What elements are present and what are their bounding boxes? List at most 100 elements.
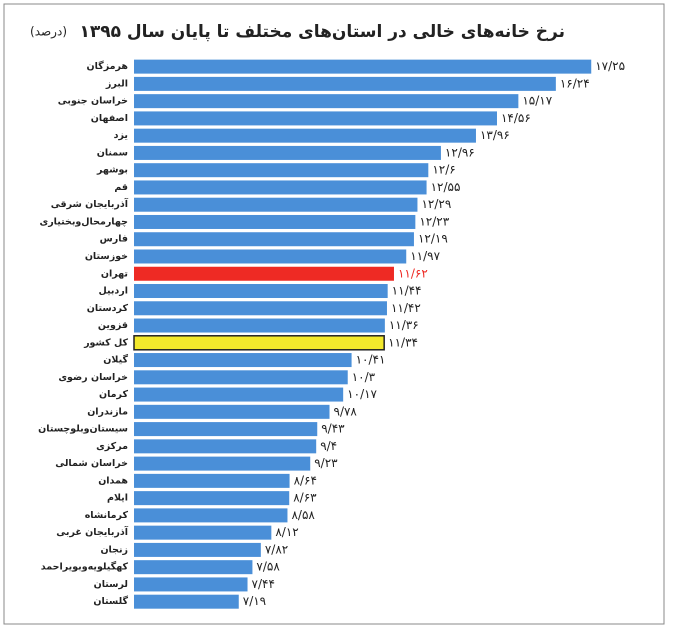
bar [134, 145, 441, 160]
bar [134, 59, 592, 74]
bar [134, 508, 288, 523]
bar [134, 404, 330, 419]
chart-title: نرخ خانه‌های خالی در استان‌های مختلف تا … [80, 22, 566, 42]
category-label: فارس [100, 234, 128, 245]
value-label: ۱۱/۳۴ [388, 335, 418, 349]
value-label: ۱۱/۶۲ [398, 266, 428, 280]
bar [134, 594, 239, 609]
category-label: خراسان جنوبی [58, 96, 128, 107]
category-label: لرستان [94, 579, 128, 590]
category-label: خراسان رضوی [58, 372, 128, 383]
category-label: کهگیلویه‌وبویراحمد [41, 561, 129, 573]
value-label: ۱۷/۲۵ [595, 59, 625, 73]
value-label: ۱۰/۴۱ [356, 353, 386, 367]
bar [134, 76, 556, 91]
bar [134, 214, 416, 229]
value-label: ۱۱/۴۴ [392, 284, 422, 298]
bar [134, 422, 318, 437]
value-label: ۱۱/۹۷ [410, 249, 440, 263]
category-label: زنجان [100, 544, 128, 555]
category-label: هرمزگان [87, 60, 129, 72]
bar [134, 560, 253, 575]
value-label: ۱۰/۳ [352, 370, 376, 384]
category-label: کرمان [99, 389, 128, 400]
chart-subtitle: (درصد) [30, 25, 67, 40]
frame [3, 3, 665, 625]
category-label: سیستان‌وبلوچستان [38, 424, 128, 435]
bar [134, 111, 497, 126]
value-label: ۱۶/۲۴ [560, 76, 590, 90]
value-label: ۱۲/۲۳ [419, 214, 449, 228]
bar [134, 353, 352, 368]
value-label: ۹/۲۳ [314, 456, 338, 470]
value-label: ۱۳/۹۶ [480, 128, 510, 142]
bar [134, 387, 344, 402]
category-label: گلستان [93, 595, 128, 607]
bar [134, 491, 290, 506]
value-label: ۸/۶۳ [293, 491, 317, 505]
value-label: ۱۱/۳۶ [389, 318, 419, 332]
value-label: ۱۱/۴۲ [391, 301, 421, 315]
value-label: ۹/۴۳ [321, 422, 345, 436]
category-label: بوشهر [96, 165, 128, 176]
category-label: چهارمحال‌وبختیاری [39, 216, 128, 227]
category-label: تهران [101, 268, 128, 279]
category-label: خوزستان [85, 251, 128, 262]
category-label: همدان [98, 475, 128, 486]
bar [134, 473, 290, 488]
category-label: ایلام [107, 493, 128, 504]
category-label: آذربایجان غربی [56, 525, 128, 538]
category-label: مرکزی [96, 441, 128, 452]
value-label: ۸/۵۸ [291, 508, 315, 522]
bar [134, 197, 418, 212]
value-label: ۱۲/۵۵ [431, 180, 461, 194]
bar [134, 284, 388, 299]
bar [134, 94, 519, 109]
value-label: ۱۲/۶ [432, 163, 455, 177]
category-label: اصفهان [91, 113, 128, 124]
category-label: کرمانشاه [85, 510, 129, 521]
category-label: قزوین [98, 320, 128, 331]
value-label: ۷/۸۲ [265, 542, 288, 556]
bar [134, 525, 272, 540]
bar [134, 232, 414, 247]
value-label: ۸/۶۴ [294, 473, 317, 487]
bar [134, 180, 427, 195]
value-label: ۷/۱۹ [243, 594, 266, 608]
value-label: ۱۲/۲۹ [421, 197, 451, 211]
value-label: ۹/۴ [320, 439, 337, 453]
value-label: ۱۴/۵۶ [501, 111, 531, 125]
category-label: البرز [105, 78, 128, 89]
bar [134, 318, 385, 333]
bar [134, 439, 317, 454]
category-label: آذربایجان شرقی [51, 197, 129, 210]
bar [134, 542, 261, 557]
value-label: ۱۲/۱۹ [418, 232, 448, 246]
bar [134, 266, 394, 281]
bar [134, 249, 407, 264]
bar [134, 456, 311, 471]
category-label: کل کشور [83, 337, 128, 348]
category-label: اردبیل [98, 286, 128, 297]
value-label: ۷/۴۴ [252, 577, 275, 591]
bar [134, 577, 248, 592]
bar [133, 335, 385, 351]
category-label: مازندران [87, 406, 128, 417]
category-label: کردستان [87, 303, 129, 314]
bar [134, 128, 476, 143]
value-label: ۱۰/۱۷ [347, 387, 377, 401]
value-label: ۱۲/۹۶ [445, 145, 475, 159]
category-label: یزد [114, 130, 128, 141]
value-label: ۸/۱۲ [275, 525, 298, 539]
category-label: گیلان [103, 354, 128, 366]
category-label: قم [114, 182, 128, 193]
bar [134, 370, 348, 385]
bar [134, 301, 387, 316]
category-label: سمنان [97, 147, 128, 158]
value-label: ۹/۷۸ [334, 404, 358, 418]
value-label: ۷/۵۸ [256, 560, 280, 574]
value-label: ۱۵/۱۷ [522, 94, 552, 108]
bar [134, 163, 429, 178]
category-label: خراسان شمالی [55, 458, 128, 469]
